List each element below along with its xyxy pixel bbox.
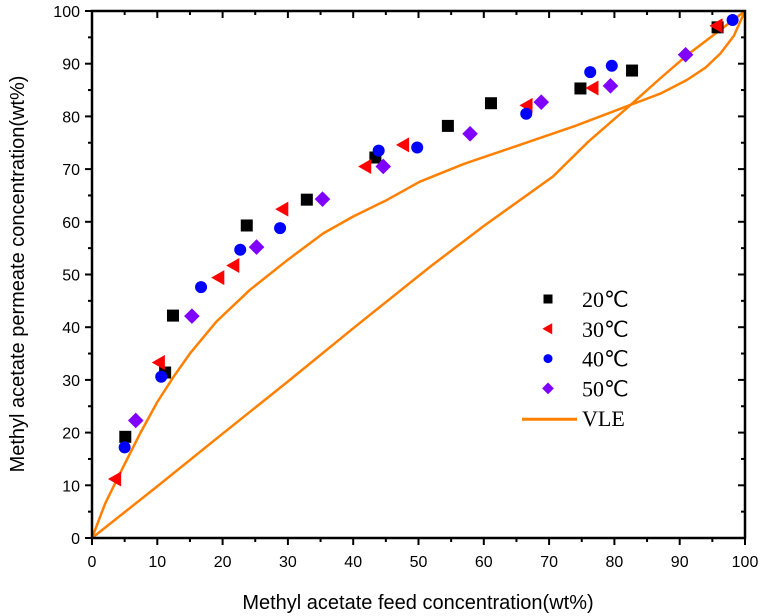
- series-30c: [108, 18, 723, 487]
- legend-item: 40℃: [543, 347, 629, 372]
- markers-layer: [108, 13, 739, 487]
- y-tick-label: 80: [62, 109, 80, 126]
- legend-marker: [542, 382, 554, 395]
- x-tick-label: 10: [148, 554, 166, 571]
- legend-label: 30℃: [582, 317, 629, 342]
- data-point: [240, 219, 253, 232]
- y-tick-label: 90: [62, 57, 80, 74]
- x-tick-label: 80: [606, 554, 624, 571]
- data-point: [395, 137, 410, 153]
- data-point: [605, 59, 618, 72]
- data-point: [484, 97, 497, 110]
- x-tick-label: 40: [344, 554, 362, 571]
- legend-marker: [542, 323, 553, 335]
- data-point: [211, 270, 225, 286]
- y-tick-label: 0: [71, 531, 80, 548]
- y-tick-label: 70: [62, 162, 80, 179]
- line-vle: [90, 10, 747, 539]
- legend-marker: [543, 294, 553, 304]
- series-20c: [119, 21, 724, 443]
- legend-label: 40℃: [582, 347, 629, 372]
- legend-item: 30℃: [542, 317, 629, 342]
- legend-marker: [543, 354, 553, 364]
- data-point: [709, 18, 723, 34]
- data-point: [375, 158, 392, 175]
- line-diagonal: [91, 10, 746, 539]
- legend: 20℃ 30℃ 40℃ 50℃ VLE: [522, 287, 629, 431]
- data-point: [166, 309, 179, 322]
- data-point: [119, 430, 132, 443]
- x-tick-label: 70: [540, 554, 558, 571]
- data-point: [574, 82, 587, 95]
- series-50c: [127, 46, 694, 429]
- data-point: [184, 308, 200, 324]
- y-tick-label: 60: [62, 215, 80, 232]
- y-tick-label: 100: [53, 4, 80, 21]
- y-tick-label: 20: [62, 426, 80, 443]
- data-point: [520, 107, 533, 120]
- legend-item: 50℃: [542, 376, 629, 401]
- x-tick-label: 30: [279, 554, 297, 571]
- data-point: [441, 119, 454, 132]
- data-point: [533, 94, 550, 110]
- legend-label: VLE: [582, 406, 625, 431]
- data-point: [314, 191, 331, 207]
- data-point: [677, 46, 694, 63]
- data-point: [585, 80, 599, 96]
- data-point: [726, 13, 739, 26]
- data-point: [155, 370, 168, 383]
- y-tick-label: 10: [62, 478, 80, 495]
- data-point: [234, 243, 247, 256]
- x-tick-label: 90: [671, 554, 689, 571]
- y-tick-label: 40: [62, 320, 80, 337]
- y-tick-label: 50: [62, 268, 80, 285]
- y-axis-title: Methyl acetate permeate concentration(wt…: [7, 76, 29, 473]
- data-point: [127, 412, 144, 429]
- data-point: [411, 141, 424, 154]
- data-point: [584, 66, 597, 79]
- x-tick-label: 60: [475, 554, 493, 571]
- data-point: [372, 144, 385, 157]
- data-point: [358, 158, 372, 174]
- data-point: [602, 78, 619, 94]
- data-point: [275, 201, 289, 217]
- y-tick-label: 30: [62, 373, 80, 390]
- ticks-layer: 0 10 20 30 40 50 60 70 80 90 100 0 10 20 30 40 50 60 70 80 9…: [53, 4, 758, 571]
- x-tick-label: 0: [88, 554, 97, 571]
- data-point: [300, 193, 313, 206]
- x-tick-label: 50: [410, 554, 428, 571]
- data-point: [248, 239, 265, 255]
- data-point: [195, 281, 208, 294]
- x-axis-title: Methyl acetate feed concentration(wt%): [242, 592, 593, 614]
- legend-item: VLE: [522, 406, 625, 431]
- data-point: [462, 125, 478, 142]
- legend-label: 20℃: [582, 287, 629, 312]
- x-tick-label: 20: [214, 554, 232, 571]
- data-point: [151, 355, 165, 371]
- data-point: [118, 441, 131, 454]
- legend-item: 20℃: [543, 287, 629, 312]
- x-tick-label: 100: [732, 554, 759, 571]
- data-point: [226, 258, 240, 274]
- data-point: [626, 64, 639, 77]
- data-point: [274, 222, 287, 235]
- lines-layer: [90, 10, 747, 539]
- series-40c: [118, 13, 739, 454]
- legend-label: 50℃: [582, 376, 629, 401]
- data-point: [108, 471, 122, 487]
